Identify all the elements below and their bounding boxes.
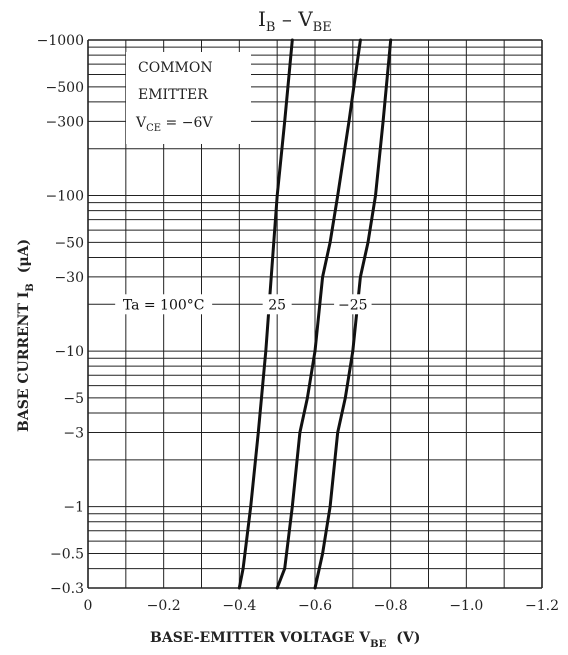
y-tick-label: −300 <box>46 114 84 130</box>
tick-labels: 0 −0.2 −0.4 −0.6 −0.8 −1.0 −1.2 −0.3 −0.5 −1 −3 −5 −… <box>37 33 559 614</box>
y-tick-label: −10 <box>54 344 84 360</box>
curve-label: 25 <box>268 297 286 313</box>
x-tick-label: −1.2 <box>525 598 559 614</box>
x-tick-label: −0.8 <box>374 598 408 614</box>
curve-label-bg <box>334 294 372 315</box>
y-tick-label: −1 <box>63 500 84 516</box>
y-axis-label-group: BASE CURRENT IB(μA) <box>16 239 36 432</box>
y-axis-label: BASE CURRENT IB(μA) <box>16 239 36 432</box>
x-tick-label: −0.4 <box>222 598 256 614</box>
y-tick-label: −30 <box>54 270 84 286</box>
y-tick-label: −500 <box>46 80 84 96</box>
curve-label-bg <box>115 294 213 315</box>
y-tick-label: −3 <box>63 425 84 441</box>
curve-label: Ta = 100°C <box>123 297 205 313</box>
x-tick-label: −1.0 <box>449 598 483 614</box>
curve-label-bg <box>262 294 292 315</box>
x-tick-label: −0.6 <box>298 598 332 614</box>
conditions-line1: COMMON <box>138 60 213 76</box>
y-tick-label: −0.3 <box>50 581 84 597</box>
x-axis-label: BASE-EMITTER VOLTAGE VBE (V) <box>150 630 420 650</box>
curves <box>237 38 393 590</box>
y-tick-label: −1000 <box>37 33 84 49</box>
chart-title: IB – VBE <box>258 7 332 35</box>
series-line <box>313 38 393 590</box>
x-tick-label: 0 <box>84 598 93 614</box>
curve-labels: Ta = 100°C 25 −25 <box>115 294 372 315</box>
conditions-line2: EMITTER <box>138 87 208 103</box>
y-tick-label: −50 <box>54 235 84 251</box>
curve-label: −25 <box>338 297 368 313</box>
conditions-line3: VCE = −6V <box>135 115 213 134</box>
y-tick-label: −100 <box>46 189 84 205</box>
y-tick-label: −5 <box>63 391 84 407</box>
conditions-box <box>126 52 251 144</box>
series-line <box>237 38 294 590</box>
y-tick-label: −0.5 <box>50 546 84 562</box>
series-line <box>275 38 362 590</box>
x-tick-label: −0.2 <box>147 598 181 614</box>
